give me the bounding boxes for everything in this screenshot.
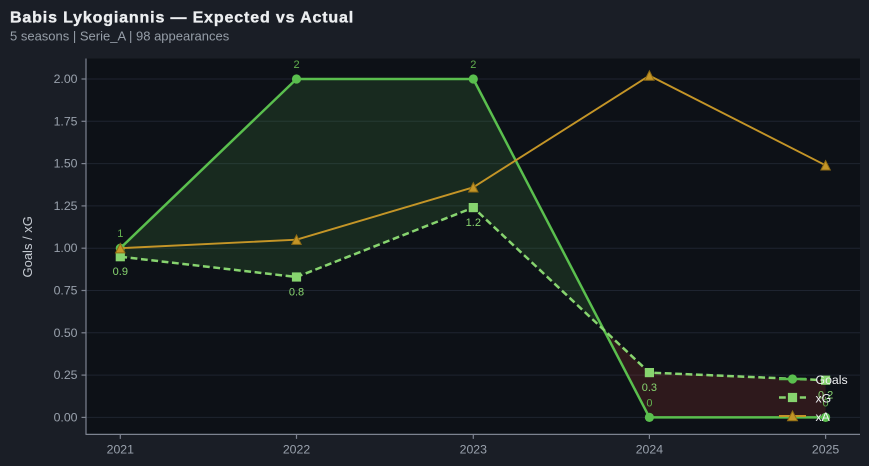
svg-text:1.2: 1.2 — [466, 217, 481, 229]
svg-text:2022: 2022 — [283, 443, 311, 457]
svg-text:0.75: 0.75 — [54, 284, 78, 298]
svg-text:xG: xG — [816, 392, 832, 406]
svg-text:0.25: 0.25 — [54, 368, 78, 382]
svg-text:0.9: 0.9 — [113, 266, 128, 278]
svg-text:0.50: 0.50 — [54, 326, 78, 340]
svg-text:0.3: 0.3 — [642, 382, 657, 394]
svg-text:Babis Lykogiannis — Expected v: Babis Lykogiannis — Expected vs Actual — [10, 10, 354, 27]
svg-text:0: 0 — [646, 397, 652, 409]
svg-text:2: 2 — [293, 59, 299, 71]
svg-text:Goals: Goals — [816, 373, 848, 387]
svg-text:1.25: 1.25 — [54, 199, 78, 213]
svg-text:0.2: 0.2 — [818, 390, 833, 402]
svg-text:0.8: 0.8 — [289, 287, 304, 299]
svg-text:2025: 2025 — [812, 443, 840, 457]
svg-text:2: 2 — [470, 59, 476, 71]
svg-text:2021: 2021 — [107, 443, 135, 457]
svg-text:1.50: 1.50 — [54, 157, 78, 171]
svg-text:2023: 2023 — [460, 443, 488, 457]
svg-text:1.00: 1.00 — [54, 241, 78, 255]
svg-text:5 seasons | Serie_A | 98 appea: 5 seasons | Serie_A | 98 appearances — [10, 29, 230, 44]
svg-text:Goals / xG: Goals / xG — [20, 216, 35, 277]
svg-text:2.00: 2.00 — [54, 72, 78, 86]
svg-text:1: 1 — [117, 228, 123, 240]
svg-text:0: 0 — [823, 397, 829, 409]
svg-text:1.75: 1.75 — [54, 114, 78, 128]
svg-text:2024: 2024 — [636, 443, 664, 457]
svg-text:xA: xA — [816, 410, 831, 424]
svg-text:0.00: 0.00 — [54, 410, 78, 424]
